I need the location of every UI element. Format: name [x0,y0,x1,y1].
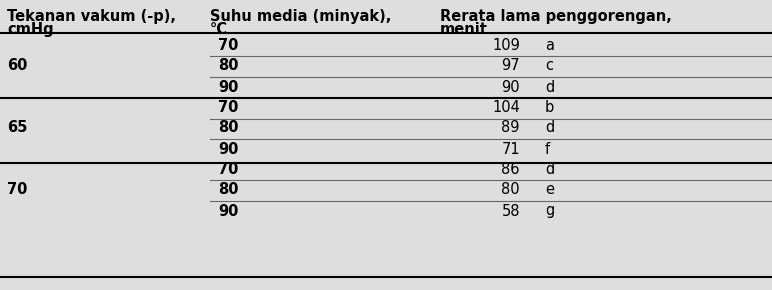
Text: a: a [545,37,554,52]
Text: 70: 70 [218,162,239,177]
Text: f: f [545,142,550,157]
Text: 90: 90 [218,79,239,95]
Text: 70: 70 [218,101,239,115]
Text: 80: 80 [218,121,239,135]
Text: 60: 60 [7,59,27,73]
Text: 97: 97 [501,59,520,73]
Text: e: e [545,182,554,197]
Text: b: b [545,101,554,115]
Text: Suhu media (minyak),: Suhu media (minyak), [210,9,391,24]
Text: d: d [545,79,554,95]
Text: d: d [545,162,554,177]
Text: 71: 71 [501,142,520,157]
Text: 90: 90 [218,142,239,157]
Text: 104: 104 [492,101,520,115]
Text: c: c [545,59,553,73]
Text: Tekanan vakum (-p),: Tekanan vakum (-p), [7,9,176,24]
Text: d: d [545,121,554,135]
Text: 90: 90 [218,204,239,218]
Text: 80: 80 [501,182,520,197]
Text: 80: 80 [218,182,239,197]
Text: 70: 70 [218,37,239,52]
Text: 90: 90 [501,79,520,95]
Text: 65: 65 [7,121,27,135]
Text: menit: menit [440,22,488,37]
Text: °C: °C [210,22,228,37]
Text: 109: 109 [492,37,520,52]
Text: 80: 80 [218,59,239,73]
Text: 86: 86 [502,162,520,177]
Text: 89: 89 [502,121,520,135]
Text: g: g [545,204,554,218]
Text: 58: 58 [502,204,520,218]
Text: 70: 70 [7,182,27,197]
Text: cmHg: cmHg [7,22,53,37]
Text: Rerata lama penggorengan,: Rerata lama penggorengan, [440,9,672,24]
